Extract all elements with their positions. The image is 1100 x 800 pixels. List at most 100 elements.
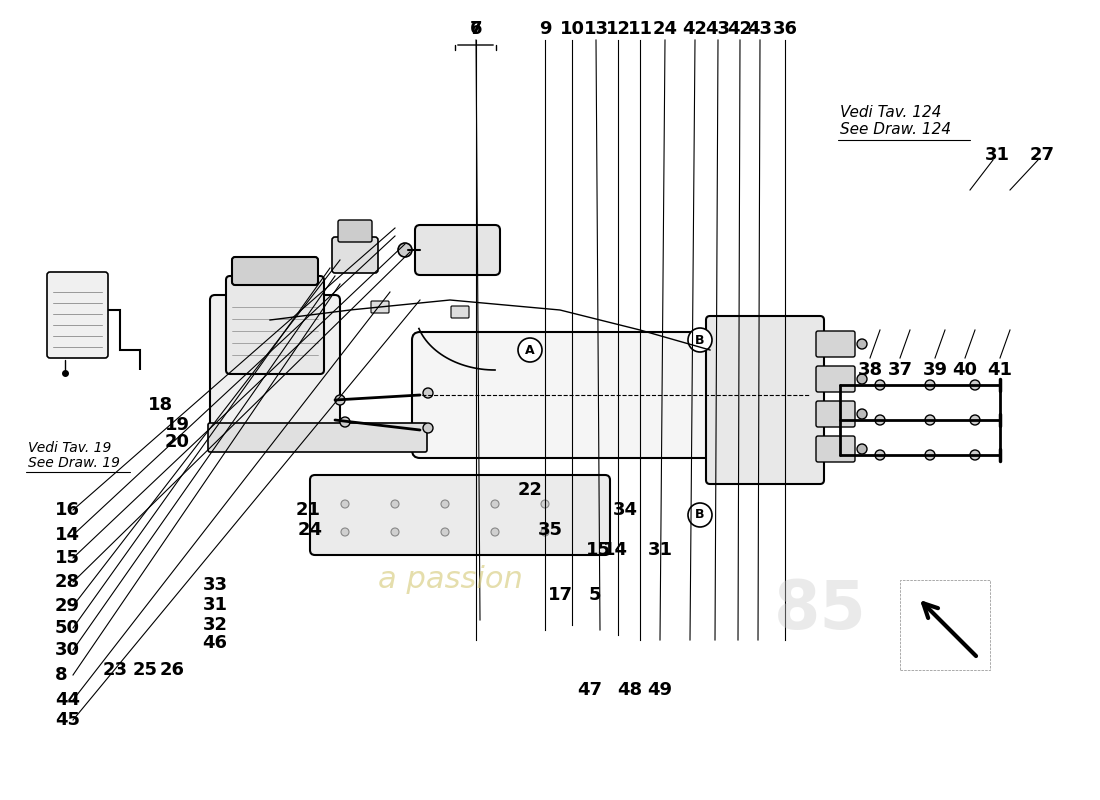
Circle shape <box>688 328 712 352</box>
Circle shape <box>857 444 867 454</box>
Text: 34: 34 <box>613 501 638 519</box>
Circle shape <box>857 409 867 419</box>
Text: 17: 17 <box>548 586 572 604</box>
Text: 43: 43 <box>748 20 772 38</box>
Circle shape <box>970 415 980 425</box>
FancyBboxPatch shape <box>310 475 610 555</box>
FancyBboxPatch shape <box>412 332 808 458</box>
Text: Vedi Tav. 124: Vedi Tav. 124 <box>840 105 942 120</box>
Text: 24: 24 <box>297 521 322 539</box>
Text: 27: 27 <box>1030 146 1055 164</box>
FancyBboxPatch shape <box>226 276 324 374</box>
Text: 32: 32 <box>202 616 228 634</box>
Text: 20: 20 <box>165 433 190 451</box>
Circle shape <box>341 528 349 536</box>
FancyBboxPatch shape <box>816 436 855 462</box>
Text: 45: 45 <box>55 711 80 729</box>
Circle shape <box>541 500 549 508</box>
Text: 35: 35 <box>538 521 562 539</box>
Circle shape <box>970 380 980 390</box>
Text: 31: 31 <box>648 541 672 559</box>
Circle shape <box>336 395 345 405</box>
Circle shape <box>925 380 935 390</box>
Text: 31: 31 <box>984 146 1010 164</box>
Text: 42: 42 <box>682 20 707 38</box>
Circle shape <box>491 500 499 508</box>
Circle shape <box>424 388 433 398</box>
Text: 5: 5 <box>588 586 602 604</box>
Text: 24: 24 <box>652 20 678 38</box>
FancyBboxPatch shape <box>816 331 855 357</box>
Circle shape <box>424 423 433 433</box>
Text: 38: 38 <box>857 361 882 379</box>
FancyBboxPatch shape <box>208 423 427 452</box>
Text: 47: 47 <box>578 681 603 699</box>
FancyBboxPatch shape <box>371 301 389 313</box>
Text: 6: 6 <box>470 20 482 38</box>
Text: 8: 8 <box>55 666 67 684</box>
Circle shape <box>390 500 399 508</box>
Text: 33: 33 <box>202 576 228 594</box>
Circle shape <box>491 528 499 536</box>
Text: See Draw. 124: See Draw. 124 <box>840 122 952 137</box>
Circle shape <box>340 417 350 427</box>
Text: 44: 44 <box>55 691 80 709</box>
Text: 25: 25 <box>132 661 157 679</box>
Circle shape <box>857 339 867 349</box>
Text: 12: 12 <box>605 20 630 38</box>
Circle shape <box>441 500 449 508</box>
Text: a passion: a passion <box>377 566 522 594</box>
Text: B: B <box>695 509 705 522</box>
FancyBboxPatch shape <box>816 401 855 427</box>
Text: 11: 11 <box>627 20 652 38</box>
Text: 43: 43 <box>705 20 730 38</box>
FancyBboxPatch shape <box>232 257 318 285</box>
FancyBboxPatch shape <box>332 237 378 273</box>
Text: B: B <box>695 334 705 346</box>
Text: 22: 22 <box>517 481 542 499</box>
Text: 10: 10 <box>560 20 584 38</box>
FancyBboxPatch shape <box>816 366 855 392</box>
Circle shape <box>857 374 867 384</box>
Text: 50: 50 <box>55 619 80 637</box>
Circle shape <box>874 415 886 425</box>
Text: 40: 40 <box>953 361 978 379</box>
Text: 19: 19 <box>165 416 190 434</box>
Text: 7: 7 <box>470 20 482 38</box>
Text: 39: 39 <box>923 361 947 379</box>
Text: 18: 18 <box>148 396 173 414</box>
Circle shape <box>874 380 886 390</box>
Text: 30: 30 <box>55 641 80 659</box>
FancyBboxPatch shape <box>47 272 108 358</box>
Circle shape <box>441 528 449 536</box>
Text: 31: 31 <box>202 596 228 614</box>
Circle shape <box>925 415 935 425</box>
Text: 29: 29 <box>55 597 80 615</box>
Text: 26: 26 <box>160 661 185 679</box>
Text: 42: 42 <box>727 20 752 38</box>
Text: Vedi Tav. 19: Vedi Tav. 19 <box>28 441 111 455</box>
Text: 14: 14 <box>55 526 80 544</box>
Text: 28: 28 <box>55 573 80 591</box>
Text: 16: 16 <box>55 501 80 519</box>
Text: 37: 37 <box>888 361 913 379</box>
Text: 85: 85 <box>773 577 867 643</box>
Text: See Draw. 19: See Draw. 19 <box>28 456 120 470</box>
FancyBboxPatch shape <box>210 295 340 435</box>
Circle shape <box>390 528 399 536</box>
FancyBboxPatch shape <box>338 220 372 242</box>
Text: 41: 41 <box>988 361 1012 379</box>
FancyBboxPatch shape <box>451 306 469 318</box>
Circle shape <box>518 338 542 362</box>
Text: 13: 13 <box>583 20 608 38</box>
Circle shape <box>688 503 712 527</box>
Circle shape <box>970 450 980 460</box>
Text: 48: 48 <box>617 681 642 699</box>
Text: 49: 49 <box>648 681 672 699</box>
Text: A: A <box>525 343 535 357</box>
Text: 14: 14 <box>603 541 627 559</box>
Text: 15: 15 <box>585 541 611 559</box>
Circle shape <box>874 450 886 460</box>
FancyBboxPatch shape <box>415 225 500 275</box>
Circle shape <box>398 243 412 257</box>
